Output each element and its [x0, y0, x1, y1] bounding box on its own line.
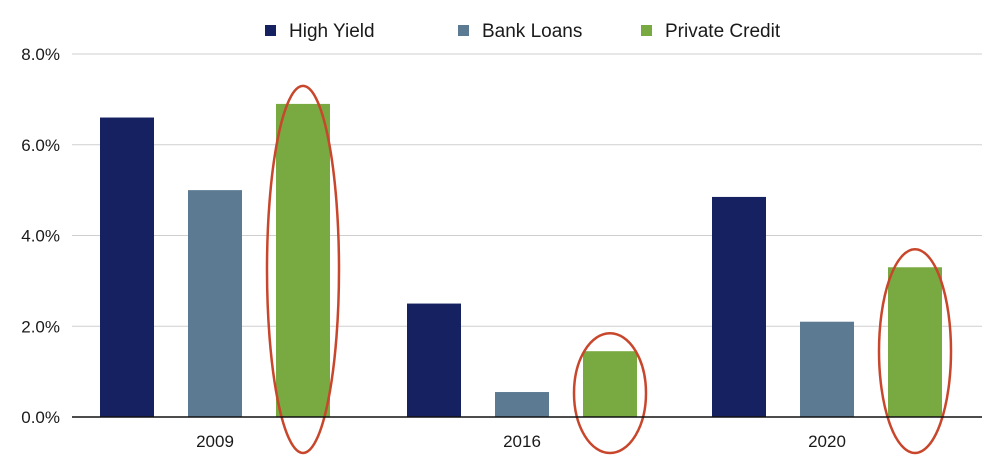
bar-private-credit-2016 [583, 351, 637, 417]
bar-bank-loans-2016 [495, 392, 549, 417]
x-tick-label-2009: 2009 [196, 432, 234, 451]
legend-swatch-high-yield [265, 25, 276, 36]
bar-high-yield-2016 [407, 303, 461, 417]
highlight-ellipse-2009 [265, 84, 341, 455]
highlight-ellipse-2020 [877, 248, 953, 455]
bar-bank-loans-2009 [188, 190, 242, 417]
legend-label-private-credit: Private Credit [665, 21, 781, 42]
highlight-ellipse-2016 [572, 331, 648, 455]
bar-private-credit-2020 [888, 267, 942, 417]
y-tick-label: 8.0% [21, 45, 60, 64]
y-tick-label: 6.0% [21, 136, 60, 155]
x-tick-label-2020: 2020 [808, 432, 846, 451]
legend-label-high-yield: High Yield [289, 21, 375, 42]
legend-swatch-private-credit [641, 25, 652, 36]
bars [100, 103, 942, 418]
y-tick-label: 2.0% [21, 317, 60, 336]
y-tick-label: 0.0% [21, 408, 60, 427]
x-axis-tick-labels: 2009 2016 2020 [196, 432, 846, 451]
highlight-ellipses [265, 84, 953, 455]
bar-bank-loans-2020 [800, 321, 854, 417]
legend: High Yield Bank Loans Private Credit [265, 21, 781, 42]
y-tick-label: 4.0% [21, 227, 60, 246]
y-axis-tick-labels: 0.0% 2.0% 4.0% 6.0% 8.0% [21, 45, 60, 427]
bar-high-yield-2009 [100, 117, 154, 418]
bar-private-credit-2009 [276, 103, 330, 417]
legend-swatch-bank-loans [458, 25, 469, 36]
bar-high-yield-2020 [712, 196, 766, 417]
legend-label-bank-loans: Bank Loans [482, 21, 582, 42]
x-tick-label-2016: 2016 [503, 432, 541, 451]
